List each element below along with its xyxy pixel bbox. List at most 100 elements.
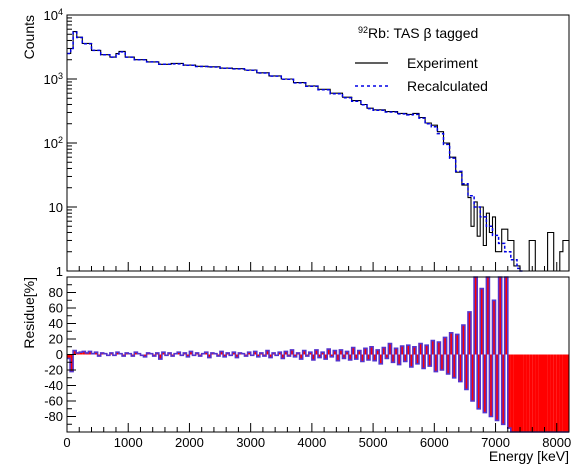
residual-bar (210, 352, 214, 355)
residual-bar (244, 354, 248, 357)
residual-bar (385, 354, 389, 359)
bottom-y-tick-label: -80 (44, 409, 63, 424)
top-y-tick-label: 10 (49, 200, 63, 215)
residual-bar (419, 343, 423, 355)
x-axis-title: Energy [keV] (489, 448, 569, 464)
residual-bar (513, 354, 517, 432)
residual-bar (363, 348, 367, 355)
residual-bar (409, 354, 413, 367)
residual-bar (492, 300, 496, 355)
residual-bar (550, 354, 554, 432)
residual-bar (287, 354, 291, 357)
residual-bar (97, 354, 101, 357)
residual-bar (314, 349, 318, 355)
residual-bar (336, 354, 340, 361)
x-tick-label: 1000 (114, 435, 143, 450)
residual-bar (529, 354, 533, 432)
x-tick-label: 5000 (359, 435, 388, 450)
bottom-y-tick-label: -40 (44, 378, 63, 393)
residual-outline (67, 276, 569, 433)
residual-bar (155, 352, 159, 355)
residual-bar (394, 348, 398, 355)
residual-bar (458, 354, 462, 382)
residual-bar (88, 351, 92, 355)
residual-bar (345, 351, 349, 355)
x-tick-label: 6000 (420, 435, 449, 450)
residual-bar (293, 354, 297, 357)
bottom-y-tick-label: 40 (49, 316, 63, 331)
residual-bar (461, 325, 465, 355)
residual-bar (565, 354, 569, 432)
residual-bar (281, 354, 285, 359)
top-series-group (67, 31, 570, 272)
x-tick-label: 7000 (481, 435, 510, 450)
residual-bar (100, 352, 104, 355)
residual-bar (116, 352, 120, 355)
residual-bar (342, 354, 346, 359)
residual-bar (171, 354, 175, 357)
x-tick-label: 4000 (297, 435, 326, 450)
residual-bar (131, 354, 135, 357)
residual-bar (253, 351, 257, 355)
residual-bar (146, 352, 150, 355)
residual-bar (468, 311, 472, 355)
residual-bar (416, 354, 420, 364)
residual-bar (477, 354, 481, 409)
legend-title-text: Rb: TAS β tagged (368, 25, 478, 41)
residual-bar (79, 352, 83, 355)
residual-bar (134, 352, 138, 355)
residual-bar (367, 354, 371, 360)
legend: 92Rb: TAS β tagged Experiment Recalculat… (355, 25, 488, 94)
residual-bar (266, 350, 270, 355)
residual-bar (520, 354, 524, 432)
residual-bar (526, 354, 530, 432)
residual-bar (269, 354, 273, 358)
residual-bar (351, 347, 355, 355)
residual-bar (284, 351, 288, 355)
legend-title: 92Rb: TAS β tagged (358, 25, 478, 41)
residual-bar (324, 354, 328, 360)
x-tick-label: 3000 (236, 435, 265, 450)
residual-bar (152, 354, 156, 357)
residual-bar (403, 354, 407, 362)
residual-bar (510, 354, 514, 432)
bottom-series-group (67, 276, 569, 433)
residual-bar (262, 354, 266, 357)
residual-bar (397, 354, 401, 365)
bottom-y-tick-label: -60 (44, 394, 63, 409)
residual-bar (391, 354, 395, 363)
residual-bar (122, 354, 126, 357)
top-y-tick-label: 1 (56, 264, 63, 279)
residual-bar (428, 354, 432, 367)
residual-bar (259, 352, 263, 355)
residual-bar (486, 277, 490, 355)
residual-bar (143, 354, 147, 357)
residual-bar (302, 350, 306, 355)
residual-bar (541, 354, 545, 432)
residual-bar (443, 337, 447, 355)
residual-bar (452, 354, 456, 378)
bottom-y-tick-label: 80 (49, 285, 63, 300)
residual-bar (538, 354, 542, 432)
residual-bar (290, 349, 294, 355)
residual-bar (73, 350, 77, 355)
residual-bar (235, 354, 239, 358)
residual-bar (94, 352, 98, 355)
residual-bar (177, 352, 181, 355)
top-y-tick-label: 104 (44, 7, 63, 23)
bottom-y-tick-label: 60 (49, 301, 63, 316)
residual-bar (321, 352, 325, 355)
residual-bar (238, 352, 242, 355)
residual-bar (339, 349, 343, 355)
residual-bar (400, 346, 404, 355)
residual-bar (504, 277, 508, 355)
residual-bar (376, 349, 380, 355)
residual-bar (489, 354, 493, 417)
residual-bar (158, 354, 162, 360)
x-tick-label: 8000 (542, 435, 571, 450)
residual-bar (370, 346, 374, 355)
residual-bar (109, 352, 113, 355)
residual-bar (220, 351, 224, 355)
